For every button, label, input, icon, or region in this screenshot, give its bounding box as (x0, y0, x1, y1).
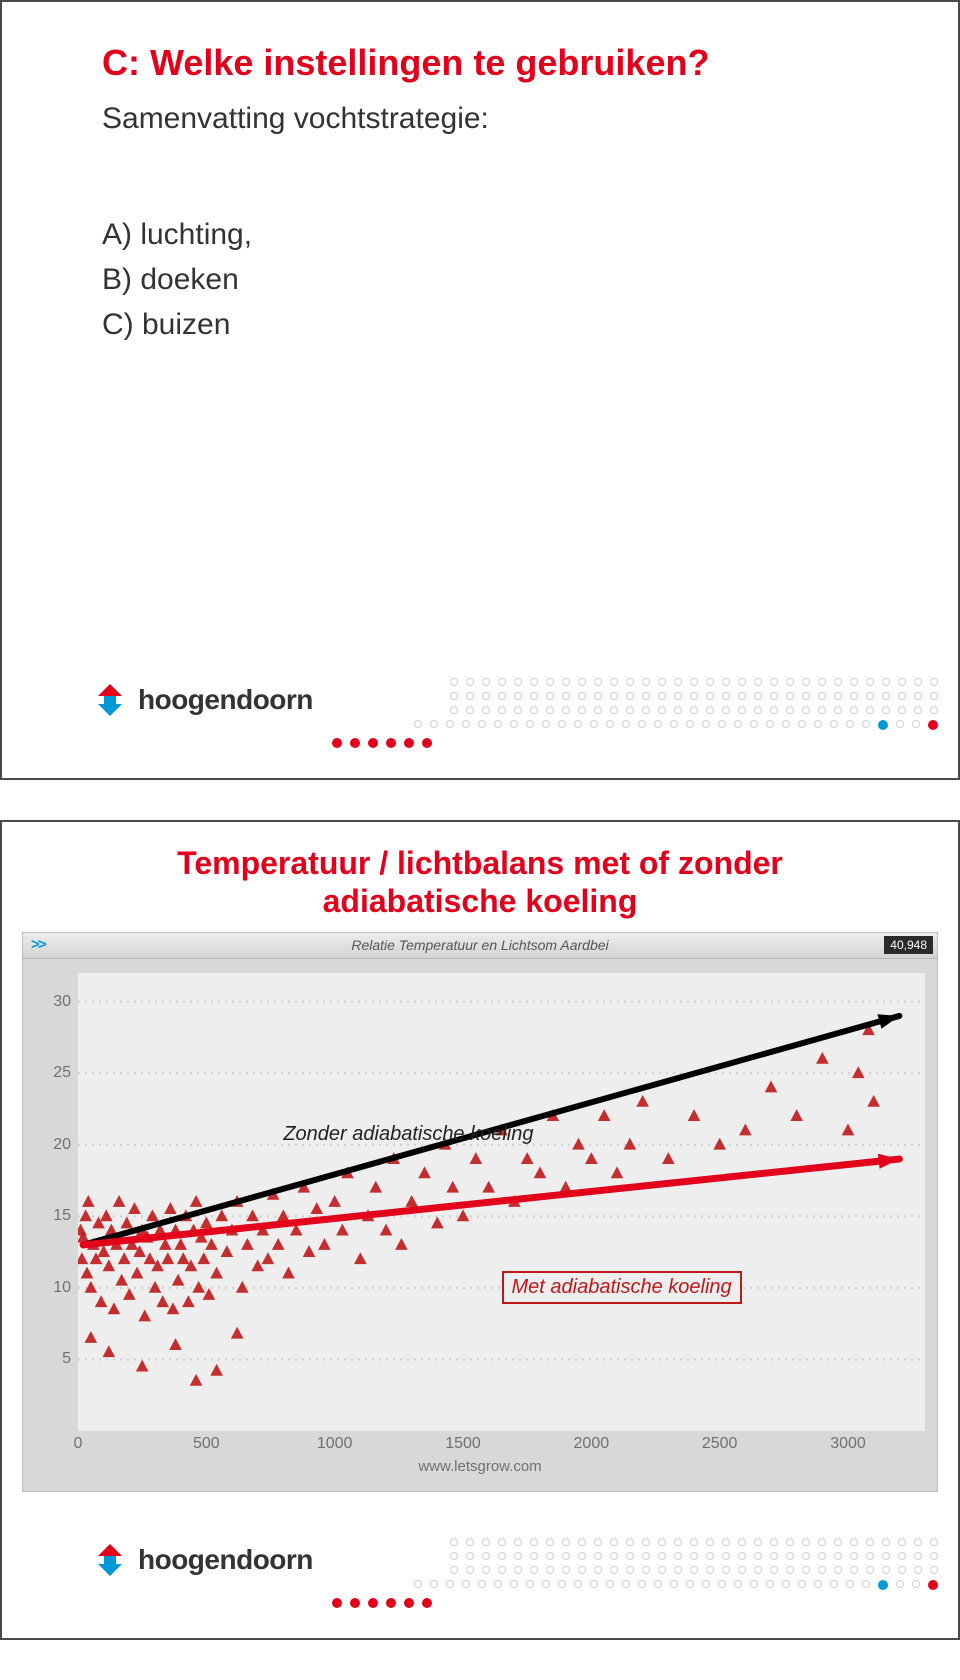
annotation-met: Met adiabatische koeling (502, 1271, 742, 1304)
annotation-zonder: Zonder adiabatische koeling (283, 1123, 533, 1146)
chart-footer-link: www.letsgrow.com (23, 1458, 937, 1475)
footer-red-strip (332, 1598, 432, 1608)
hoogendoorn-logo: hoogendoorn (92, 1542, 313, 1578)
slide1-title: C: Welke instellingen te gebruiken? (102, 42, 709, 84)
slide1-subtitle: Samenvatting vochtstrategie: (102, 102, 489, 136)
chart-header-title: Relatie Temperatuur en Lichtsom Aardbei (23, 937, 937, 953)
slide1-list: A) luchting, B) doeken C) buizen (102, 212, 252, 347)
chart-svg (78, 973, 925, 1431)
logo-text: hoogendoorn (138, 684, 313, 716)
slide-2: Temperatuur / lichtbalans met of zonder … (0, 820, 960, 1640)
logo-text: hoogendoorn (138, 1544, 313, 1576)
slide-1: C: Welke instellingen te gebruiken? Same… (0, 0, 960, 780)
slide2-title: Temperatuur / lichtbalans met of zonder … (2, 844, 958, 921)
footer-dot-grid (378, 672, 938, 730)
hoogendoorn-logo: hoogendoorn (92, 682, 313, 718)
list-item: A) luchting, (102, 212, 252, 257)
logo-icon (92, 682, 128, 718)
logo-icon (92, 1542, 128, 1578)
footer-dot-grid (378, 1532, 938, 1590)
slide2-title-line2: adiabatische koeling (323, 883, 638, 919)
chart-header-badge: 40,948 (884, 936, 933, 954)
slide2-footer: hoogendoorn (2, 1498, 958, 1638)
list-item: C) buizen (102, 302, 252, 347)
slide1-footer: hoogendoorn (2, 638, 958, 778)
chart-plot-area (78, 973, 925, 1431)
list-item: B) doeken (102, 257, 252, 302)
footer-red-strip (332, 738, 432, 748)
slide2-title-line1: Temperatuur / lichtbalans met of zonder (177, 845, 783, 881)
chart-panel: >> Relatie Temperatuur en Lichtsom Aardb… (22, 932, 938, 1492)
chart-header: >> Relatie Temperatuur en Lichtsom Aardb… (23, 933, 937, 959)
